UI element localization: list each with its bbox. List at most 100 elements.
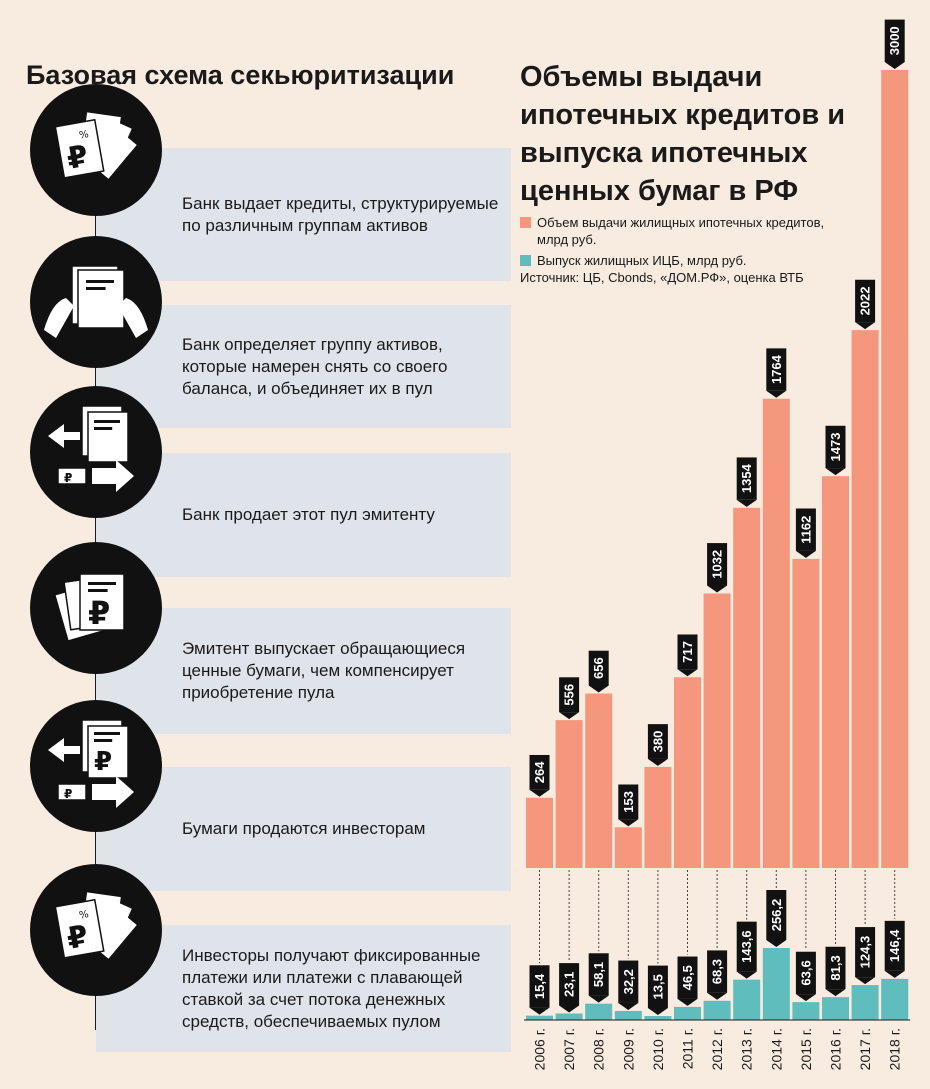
security-exchange-icon: ₽ ₽ xyxy=(48,719,134,808)
year-tick-label: 2007 г. xyxy=(561,1028,577,1070)
loan-label-box xyxy=(795,508,816,551)
mbs-label-pointer xyxy=(766,940,787,947)
mbs-label-pointer xyxy=(795,994,816,1002)
mbs-label-pointer xyxy=(588,995,609,1003)
step-icon-circle xyxy=(30,236,162,368)
mbs-label-text: 32,2 xyxy=(621,969,636,994)
loan-bar xyxy=(851,330,879,868)
mbs-label-box xyxy=(559,963,580,1006)
loan-label-pointer xyxy=(529,789,550,797)
loan-label-text: 380 xyxy=(650,731,665,753)
step-box xyxy=(96,453,511,577)
loan-label-pointer xyxy=(795,550,816,558)
loan-label-pointer xyxy=(825,468,846,476)
loan-label-box xyxy=(529,754,550,790)
svg-text:₽: ₽ xyxy=(94,747,112,777)
mbs-label-text: 146,4 xyxy=(887,929,902,962)
mbs-label-pointer xyxy=(559,1005,580,1013)
step-icon-circle: ₽ % xyxy=(30,84,162,216)
mbs-label-box xyxy=(795,951,816,995)
loan-bar xyxy=(674,677,701,868)
loan-label-text: 2022 xyxy=(858,286,873,315)
mbs-label-box xyxy=(677,956,698,999)
loan-bar xyxy=(644,766,672,868)
mbs-label-text: 46,5 xyxy=(680,965,695,990)
step-icon-circle: ₽ xyxy=(30,542,162,674)
loan-label-pointer xyxy=(647,758,668,766)
loan-label-pointer xyxy=(884,62,905,69)
ruble-documents-fan-icon: ₽ % xyxy=(54,112,137,179)
mbs-label-box xyxy=(825,946,846,990)
chart-legend: Объем выдачи жилищных ипотечных кредитов… xyxy=(520,214,840,286)
document-exchange-icon: ₽ xyxy=(48,405,134,492)
mbs-label-text: 124,3 xyxy=(858,936,873,969)
loan-label-pointer xyxy=(618,819,639,827)
mbs-bar xyxy=(762,948,790,1020)
step-text: Банк выдает кредиты, структурируемые по … xyxy=(182,193,499,235)
loan-label-box xyxy=(736,457,757,500)
svg-text:%: % xyxy=(78,129,89,141)
mbs-label-text: 58,1 xyxy=(591,962,606,987)
mbs-label-text: 13,5 xyxy=(650,974,665,999)
year-tick-label: 2013 г. xyxy=(739,1028,755,1070)
loan-label-box xyxy=(647,724,668,759)
loan-label-text: 1032 xyxy=(710,550,725,579)
loan-bar xyxy=(526,797,553,868)
step-icon-circle: ₽ xyxy=(30,386,162,518)
year-tick-label: 2009 г. xyxy=(620,1028,636,1070)
year-tick-label: 2011 г. xyxy=(680,1028,696,1069)
svg-text:%: % xyxy=(78,909,89,921)
mbs-label-pointer xyxy=(736,971,757,979)
loan-label-box xyxy=(588,650,609,686)
mbs-label-pointer xyxy=(529,1007,550,1015)
ruble-securities-icon: ₽ xyxy=(53,573,125,642)
mbs-label-pointer xyxy=(884,970,905,978)
mbs-label-box xyxy=(618,960,639,1003)
mbs-label-text: 81,3 xyxy=(828,955,843,980)
loan-bar xyxy=(792,558,820,868)
loan-label-box xyxy=(766,348,787,391)
loan-bar xyxy=(881,70,909,868)
hands-holding-documents-icon xyxy=(44,265,148,338)
loan-label-text: 1354 xyxy=(739,463,754,493)
loan-bar xyxy=(555,720,583,868)
mbs-label-box xyxy=(707,950,728,993)
year-tick-label: 2017 г. xyxy=(857,1028,873,1070)
year-tick-label: 2012 г. xyxy=(709,1028,725,1070)
mbs-bar xyxy=(822,997,849,1020)
mbs-label-box xyxy=(884,920,905,971)
loan-label-text: 556 xyxy=(562,684,577,706)
chart-source: Источник: ЦБ, Cbonds, «ДОМ.РФ», оценка В… xyxy=(520,270,804,285)
step-box xyxy=(96,305,511,428)
chart-title: Объемы выдачи ипотечных кредитов и выпус… xyxy=(520,61,846,207)
legend-item-loans: Объем выдачи жилищных ипотечных кредитов… xyxy=(520,214,840,248)
legend-item-mbs: Выпуск жилищных ИЦБ, млрд руб. xyxy=(520,252,840,269)
loan-label-text: 264 xyxy=(532,761,547,783)
year-tick-label: 2006 г. xyxy=(532,1028,548,1070)
svg-text:₽: ₽ xyxy=(64,471,72,485)
loan-label-box xyxy=(855,279,876,323)
legend-label-mbs: Выпуск жилищных ИЦБ, млрд руб. xyxy=(537,253,747,268)
step-icon-circle: ₽ % xyxy=(30,864,162,996)
loan-label-pointer xyxy=(677,669,698,677)
mbs-label-pointer xyxy=(855,977,876,985)
year-tick-label: 2014 г. xyxy=(768,1028,784,1070)
legend-swatch-mbs xyxy=(520,255,531,266)
mbs-bar xyxy=(614,1010,642,1020)
mbs-bar xyxy=(555,1013,583,1020)
loan-bar xyxy=(762,398,790,868)
mbs-label-text: 63,6 xyxy=(798,960,813,985)
loan-label-box xyxy=(884,19,905,63)
loan-label-box xyxy=(677,634,698,670)
loan-label-box xyxy=(618,784,639,820)
mbs-label-box xyxy=(588,953,609,996)
loan-label-pointer xyxy=(588,685,609,693)
mbs-label-box xyxy=(529,965,550,1008)
loan-bar xyxy=(614,827,642,868)
year-tick-label: 2008 г. xyxy=(591,1028,607,1070)
year-tick-label: 2018 г. xyxy=(887,1028,903,1070)
step-text: Бумаги продаются инвесторам xyxy=(182,819,426,838)
mbs-label-box xyxy=(855,927,876,978)
loan-label-pointer xyxy=(855,322,876,330)
